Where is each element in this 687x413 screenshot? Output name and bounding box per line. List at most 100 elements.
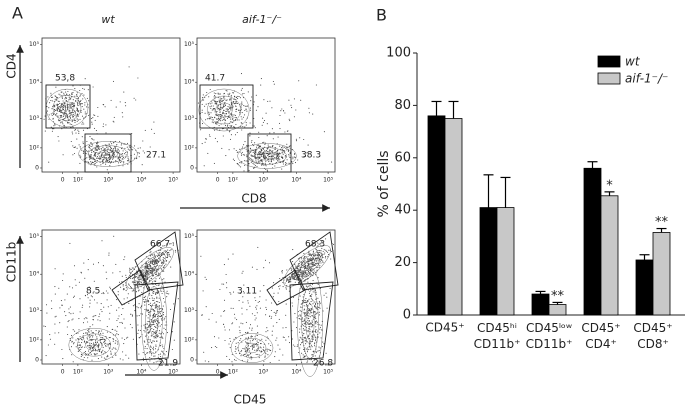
event-dot (89, 303, 90, 304)
event-dot (262, 161, 263, 162)
event-dot (245, 332, 246, 333)
event-dot (256, 95, 257, 96)
event-dot (285, 162, 286, 163)
event-dot (92, 117, 93, 118)
event-dot (214, 117, 215, 118)
event-dot (162, 337, 163, 338)
event-dot (294, 264, 295, 265)
event-dot (234, 160, 235, 161)
event-dot (138, 273, 139, 274)
event-dot (103, 104, 104, 105)
event-dot (310, 346, 311, 347)
event-dot (306, 362, 307, 363)
event-dot (143, 358, 144, 359)
event-dot (246, 109, 247, 110)
event-dot (99, 351, 100, 352)
event-dot (84, 89, 85, 90)
event-dot (295, 109, 296, 110)
event-dot (306, 317, 307, 318)
event-dot (160, 313, 161, 314)
event-dot (236, 343, 237, 344)
event-dot (103, 123, 104, 124)
event-dot (256, 318, 257, 319)
event-dot (299, 265, 300, 266)
event-dot (83, 153, 84, 154)
event-dot (308, 299, 309, 300)
event-dot (233, 292, 234, 293)
event-dot (310, 316, 311, 317)
event-dot (83, 151, 84, 152)
event-dot (235, 117, 236, 118)
event-dot (156, 274, 157, 275)
event-dot (157, 260, 158, 261)
event-dot (270, 345, 271, 346)
event-dot (105, 144, 106, 145)
event-dot (169, 254, 170, 255)
event-dot (310, 343, 311, 344)
event-dot (250, 148, 251, 149)
event-dot (124, 298, 125, 299)
event-dot (145, 268, 146, 269)
event-dot (296, 277, 297, 278)
event-dot (279, 156, 280, 157)
event-dot (313, 337, 314, 338)
event-dot (82, 106, 83, 107)
event-dot (249, 170, 250, 171)
event-dot (137, 315, 138, 316)
event-dot (228, 259, 229, 260)
event-dot (92, 347, 93, 348)
event-dot (241, 308, 242, 309)
bar (445, 119, 462, 316)
event-dot (95, 340, 96, 341)
event-dot (115, 141, 116, 142)
event-dot (165, 250, 166, 251)
event-dot (93, 316, 94, 317)
event-dot (133, 282, 134, 283)
event-dot (284, 147, 285, 148)
event-dot (100, 309, 101, 310)
event-dot (304, 309, 305, 310)
event-dot (258, 302, 259, 303)
event-dot (88, 351, 89, 352)
event-dot (255, 165, 256, 166)
event-dot (151, 353, 152, 354)
event-dot (147, 264, 148, 265)
event-dot (282, 354, 283, 355)
event-dot (132, 327, 133, 328)
event-dot (134, 282, 135, 283)
event-dot (173, 242, 174, 243)
event-dot (113, 151, 114, 152)
event-dot (144, 331, 145, 332)
event-dot (161, 268, 162, 269)
event-dot (150, 351, 151, 352)
event-dot (259, 301, 260, 302)
event-dot (259, 357, 260, 358)
y-tick-label: 10² (29, 336, 40, 343)
event-dot (156, 272, 157, 273)
event-dot (93, 157, 94, 158)
event-dot (64, 118, 65, 119)
event-dot (113, 153, 114, 154)
event-dot (305, 300, 306, 301)
event-dot (251, 142, 252, 143)
event-dot (240, 97, 241, 98)
event-dot (50, 339, 51, 340)
event-dot (292, 163, 293, 164)
event-dot (153, 314, 154, 315)
event-dot (93, 349, 94, 350)
event-dot (264, 344, 265, 345)
event-dot (261, 339, 262, 340)
event-dot (79, 347, 80, 348)
event-dot (309, 346, 310, 347)
event-dot (230, 125, 231, 126)
event-dot (55, 268, 56, 269)
event-dot (304, 260, 305, 261)
event-dot (320, 347, 321, 348)
event-dot (258, 132, 259, 133)
event-dot (286, 269, 287, 270)
event-dot (313, 351, 314, 352)
event-dot (88, 354, 89, 355)
event-dot (151, 325, 152, 326)
event-dot (90, 148, 91, 149)
event-dot (51, 300, 52, 301)
